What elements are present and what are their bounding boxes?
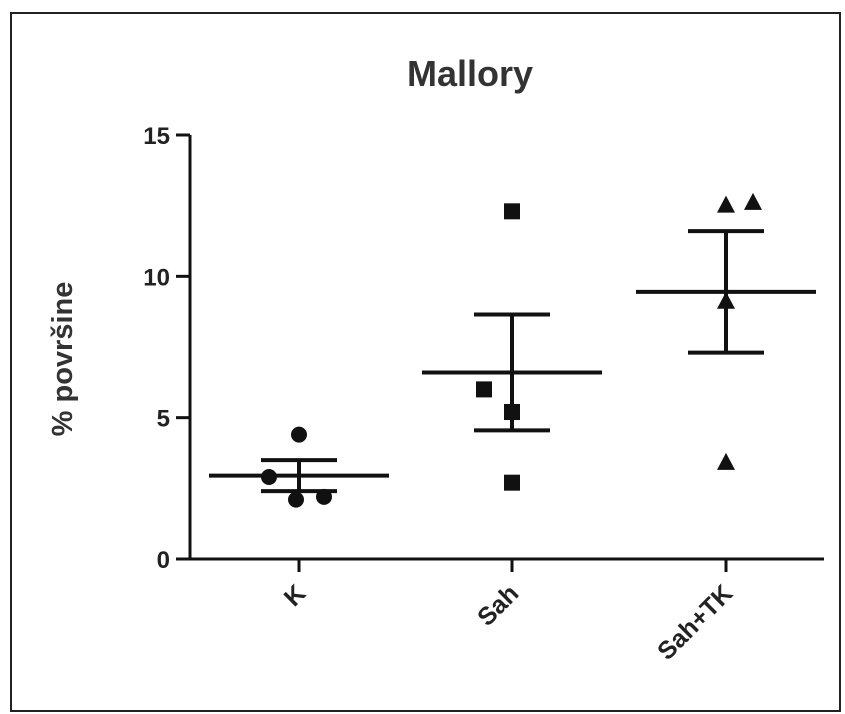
data-point-square: [504, 203, 520, 220]
x-ticks-group: K Sah Sah+TK: [279, 559, 738, 666]
data-point-triangle: [717, 452, 735, 470]
data-point-square: [504, 474, 520, 491]
data-point-circle: [288, 491, 304, 508]
y-ticks-group: 0 5 10 15: [143, 123, 190, 574]
x-category-label: Sah: [472, 579, 524, 631]
y-tick-label: 0: [157, 547, 170, 574]
chart-title: Mallory: [407, 53, 533, 94]
x-category-label: Sah+TK: [652, 579, 738, 665]
chart-frame: Mallory % površine 0 5 10 15 K Sah Sah+TK: [10, 12, 841, 712]
y-tick-label: 10: [143, 264, 170, 291]
y-axis-label: % površine: [47, 282, 79, 437]
data-point-triangle: [717, 195, 735, 213]
y-tick-label: 15: [143, 123, 170, 150]
x-category-label: K: [279, 579, 312, 612]
data-point-triangle: [744, 192, 762, 210]
chart-svg: Mallory % površine 0 5 10 15 K Sah Sah+TK: [47, 53, 824, 666]
y-tick-label: 5: [157, 406, 170, 433]
data-point-square: [476, 381, 492, 398]
data-point-circle: [291, 426, 307, 443]
mean-sem-group: [209, 229, 816, 494]
